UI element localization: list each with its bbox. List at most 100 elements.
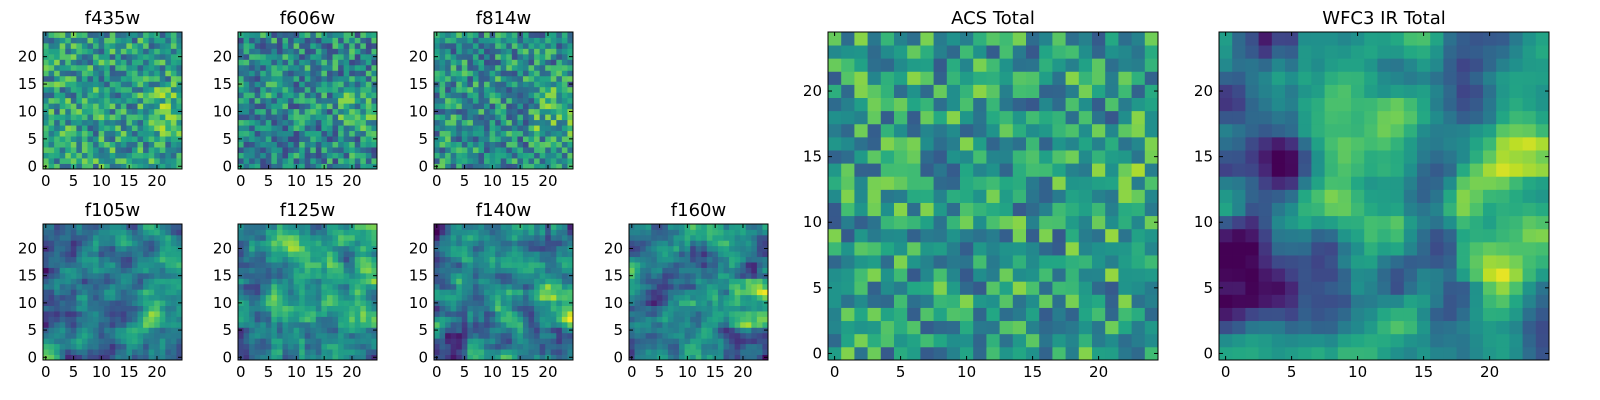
- heatmap-cell: [695, 300, 702, 306]
- heatmap-cell: [349, 136, 356, 142]
- heatmap-cell: [48, 48, 55, 55]
- heatmap-cell: [254, 272, 261, 279]
- heatmap-cell: [354, 32, 361, 38]
- heatmap-cell: [271, 97, 278, 104]
- heatmap-cell: [293, 338, 300, 345]
- heatmap-cell: [93, 311, 99, 317]
- heatmap-cell: [126, 130, 133, 137]
- heatmap-cell: [489, 256, 496, 263]
- heatmap-cell: [310, 305, 317, 312]
- heatmap-cell: [1052, 202, 1066, 217]
- heatmap-cell: [332, 163, 339, 170]
- heatmap-cell: [723, 327, 730, 334]
- y-tick-label: 15: [18, 267, 37, 285]
- heatmap-cell: [148, 125, 155, 132]
- heatmap-cell: [81, 75, 88, 82]
- heatmap-cell: [87, 229, 94, 236]
- heatmap-cell: [684, 251, 691, 258]
- heatmap-cell: [999, 215, 1014, 230]
- heatmap-cell: [478, 316, 485, 323]
- heatmap-cell: [93, 59, 99, 66]
- heatmap-cell: [706, 321, 713, 328]
- heatmap-cell: [506, 267, 513, 274]
- heatmap-cell: [131, 130, 138, 137]
- heatmap-cell: [717, 267, 724, 274]
- heatmap-cell: [484, 245, 490, 252]
- heatmap-cell: [645, 262, 652, 268]
- heatmap-cell: [550, 245, 557, 252]
- heatmap-cell: [651, 300, 658, 306]
- heatmap-cell: [545, 37, 552, 44]
- heatmap-cell: [109, 272, 116, 279]
- heatmap-cell: [98, 92, 105, 99]
- heatmap-cell: [740, 272, 747, 279]
- heatmap-cell: [365, 289, 372, 296]
- heatmap-cell: [315, 343, 322, 350]
- heatmap-cell: [445, 103, 452, 110]
- heatmap-cell: [326, 86, 333, 93]
- heatmap-cell: [326, 289, 333, 296]
- heatmap-cell: [109, 125, 116, 132]
- heatmap-cell: [349, 141, 356, 148]
- heatmap-cell: [159, 224, 166, 230]
- heatmap-cell: [98, 332, 105, 339]
- heatmap-cell: [999, 333, 1014, 348]
- heatmap-cell: [756, 327, 763, 334]
- heatmap-cell: [534, 338, 541, 345]
- heatmap-cell: [93, 97, 99, 104]
- heatmap-cell: [854, 241, 868, 256]
- heatmap-cell: [249, 86, 256, 93]
- heatmap-cell: [528, 289, 535, 296]
- heatmap-cell: [1092, 241, 1106, 256]
- heatmap-cell: [640, 229, 647, 236]
- heatmap-cell: [288, 316, 294, 323]
- heatmap-cell: [467, 48, 474, 55]
- heatmap-cell: [176, 305, 183, 312]
- heatmap-cell: [365, 349, 372, 355]
- heatmap-cell: [495, 53, 502, 60]
- heatmap-cell: [271, 152, 278, 159]
- heatmap-cell: [159, 272, 166, 279]
- heatmap-cell: [54, 59, 61, 66]
- heatmap-cell: [59, 114, 66, 121]
- heatmap-cell: [104, 229, 111, 236]
- heatmap-cell: [354, 332, 361, 339]
- heatmap-cell: [265, 64, 272, 71]
- heatmap-cell: [326, 103, 333, 110]
- heatmap-cell: [1078, 163, 1093, 177]
- heatmap-cell: [282, 354, 289, 361]
- heatmap-cell: [371, 316, 378, 323]
- heatmap-cell: [667, 343, 674, 350]
- heatmap-cell: [176, 283, 183, 290]
- heatmap-cell: [265, 37, 272, 44]
- heatmap-cell: [271, 305, 278, 312]
- heatmap-cell: [489, 332, 496, 339]
- heatmap-cell: [338, 37, 345, 44]
- heatmap-cell: [65, 108, 72, 115]
- heatmap-cell: [946, 202, 961, 217]
- heatmap-cell: [131, 158, 138, 164]
- heatmap-cell: [148, 103, 155, 110]
- heatmap-cell: [740, 311, 747, 317]
- heatmap-cell: [98, 343, 105, 350]
- heatmap-cell: [445, 32, 452, 38]
- heatmap-cell: [717, 272, 724, 279]
- heatmap-cell: [894, 202, 908, 217]
- heatmap-cell: [98, 305, 105, 312]
- heatmap-cell: [154, 70, 161, 77]
- heatmap-cell: [756, 267, 763, 274]
- heatmap-cell: [1012, 320, 1027, 335]
- heatmap-cell: [534, 251, 541, 258]
- heatmap-cell: [293, 267, 300, 274]
- heatmap-cell: [999, 241, 1014, 256]
- heatmap-cell: [249, 229, 256, 236]
- heatmap-cell: [472, 327, 479, 334]
- heatmap-cell: [87, 32, 94, 38]
- heatmap-cell: [115, 125, 122, 132]
- heatmap-cell: [104, 234, 111, 241]
- heatmap-cell: [522, 245, 529, 252]
- heatmap-cell: [634, 338, 641, 345]
- heatmap-cell: [434, 234, 440, 241]
- heatmap-cell: [349, 338, 356, 345]
- heatmap-cell: [472, 229, 479, 236]
